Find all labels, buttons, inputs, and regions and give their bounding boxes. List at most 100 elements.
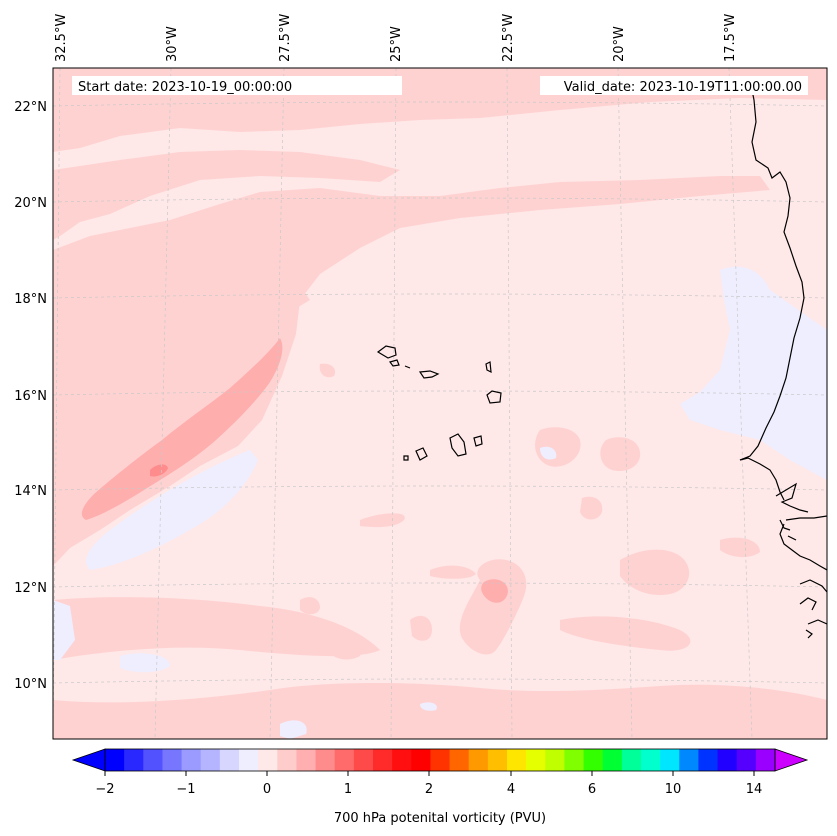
island-boa-vista	[486, 390, 502, 404]
colorbar-tick-label: 14	[746, 782, 763, 797]
colorbar-swatch	[334, 749, 355, 771]
pv-contour-negative	[53, 266, 827, 739]
parallel-10n	[53, 678, 827, 684]
lat-label: 14°N	[14, 484, 47, 499]
colorbar-swatch	[258, 749, 278, 771]
map-gridlines	[53, 68, 827, 739]
coast-gambia	[775, 482, 809, 513]
colorbar-tick-label: 1	[344, 782, 352, 797]
colorbar-swatch	[526, 749, 546, 771]
lon-label: 27.5°W	[278, 14, 293, 62]
lat-label: 16°N	[14, 389, 47, 404]
pv-contour-level-2	[81, 338, 508, 603]
island-sao-nicolau	[418, 370, 440, 379]
meridian-22-5w	[506, 68, 513, 739]
island-brava	[403, 455, 409, 461]
colorbar-swatch	[736, 749, 757, 771]
coast-western-sahara-mauritania	[739, 79, 805, 461]
colorbar-swatches	[105, 749, 776, 771]
colorbar-tick-label: −2	[95, 782, 114, 797]
colorbar-swatch	[200, 749, 221, 771]
colorbar-label: 700 hPa potenital vorticity (PVU)	[334, 811, 546, 826]
longitude-labels: 32.5°W 30°W 27.5°W 25°W 22.5°W 20°W 17.5…	[54, 14, 738, 62]
lon-label: 30°W	[165, 26, 180, 62]
valid-date-box	[540, 76, 808, 95]
colorbar-tick-label: 0	[263, 782, 271, 797]
lon-label: 32.5°W	[54, 14, 69, 62]
coast-guinea-bissau-guinea	[779, 515, 827, 571]
colorbar-tick-label: 4	[507, 782, 515, 797]
colorbar-tick-labels: −2 −1 0 1 2 4 6 10 14	[95, 782, 762, 797]
island-sao-vicente	[388, 359, 400, 367]
map-panel	[53, 68, 827, 739]
island-sal	[485, 361, 492, 374]
colorbar-extend-low	[71, 748, 106, 772]
island-fogo	[415, 447, 428, 461]
meridian-20w	[617, 68, 633, 739]
lon-label: 17.5°W	[723, 14, 738, 62]
colorbar-swatch	[373, 749, 393, 771]
colorbar-swatch	[545, 749, 565, 771]
lat-label: 20°N	[14, 196, 47, 211]
colorbar-swatch	[162, 749, 183, 771]
parallel-20n	[53, 197, 827, 203]
colorbar-swatch	[755, 749, 776, 771]
colorbar-swatch	[487, 749, 508, 771]
colorbar-swatch	[353, 749, 374, 771]
colorbar-swatch	[239, 749, 259, 771]
pv-contour-level-3	[150, 464, 168, 477]
parallel-12n	[53, 582, 827, 588]
meridian-30w	[154, 68, 172, 739]
colorbar-swatch	[507, 749, 527, 771]
colorbar-tick-label: 10	[665, 782, 682, 797]
lon-label: 20°W	[612, 26, 627, 62]
colorbar-swatch	[277, 749, 297, 771]
colorbar-swatch	[468, 749, 489, 771]
parallel-14n	[53, 485, 827, 491]
colorbar-tick-label: 6	[588, 782, 596, 797]
colorbar-swatch	[449, 749, 470, 771]
colorbar-swatch	[641, 749, 661, 771]
colorbar-swatch	[296, 749, 317, 771]
coast-senegal	[739, 457, 785, 501]
colorbar-swatch	[660, 749, 680, 771]
colorbar-swatch	[621, 749, 642, 771]
colorbar-swatch	[698, 749, 719, 771]
parallel-22n	[53, 101, 827, 107]
colorbar-swatch	[219, 749, 240, 771]
coast-guinea-islands	[799, 579, 827, 639]
island-santiago	[449, 433, 467, 457]
parallel-18n	[53, 293, 827, 299]
island-santo-antao	[376, 345, 397, 359]
colorbar-tick-label: −1	[176, 782, 195, 797]
lat-label: 18°N	[14, 292, 47, 307]
lon-label: 22.5°W	[501, 14, 516, 62]
lat-label: 12°N	[14, 581, 47, 596]
colorbar-swatch	[411, 749, 431, 771]
island-maio	[473, 435, 483, 447]
latitude-labels: 22°N 20°N 18°N 16°N 14°N 12°N 10°N	[14, 100, 47, 692]
colorbar-ticks	[104, 771, 755, 776]
colorbar-swatch	[181, 749, 202, 771]
parallel-16n	[53, 390, 827, 396]
meridian-17-5w	[728, 68, 753, 739]
meridian-27-5w	[269, 68, 285, 739]
colorbar-swatch	[105, 749, 125, 771]
lat-label: 10°N	[14, 677, 47, 692]
colorbar-swatch	[315, 749, 336, 771]
meridian-25w	[390, 68, 397, 739]
colorbar-swatch	[430, 749, 451, 771]
colorbar-swatch	[392, 749, 412, 771]
start-date-box	[72, 76, 402, 95]
valid-date-label: Valid_date: 2023-10-19T11:00:00.00	[564, 80, 802, 95]
map-frame	[52, 67, 828, 740]
meridian-32-5w	[53, 68, 61, 739]
colorbar-swatch	[583, 749, 604, 771]
lat-label: 22°N	[14, 100, 47, 115]
colorbar-extend-high	[774, 748, 809, 772]
colorbar-outline	[104, 748, 776, 772]
colorbar-swatch	[717, 749, 738, 771]
west-africa-coastline	[739, 79, 827, 639]
colorbar-swatch	[124, 749, 144, 771]
